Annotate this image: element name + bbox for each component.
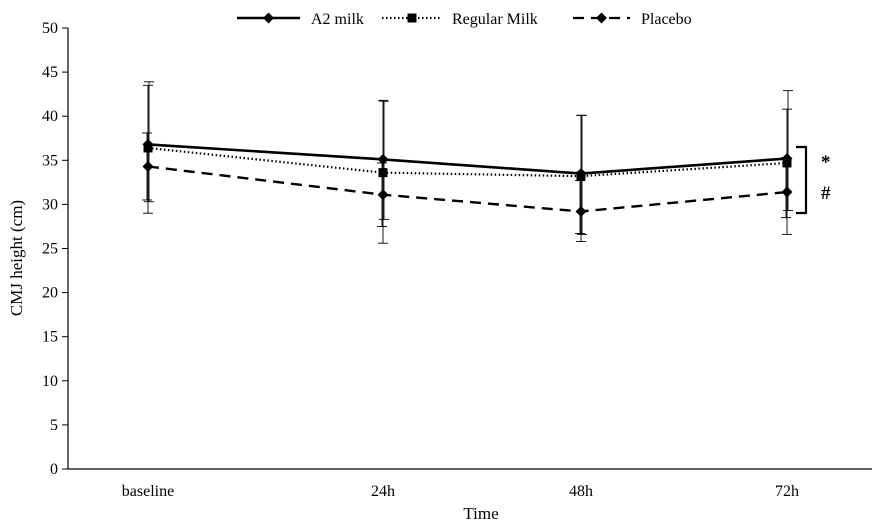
y-tick-label: 40 bbox=[42, 108, 58, 125]
series-markers bbox=[142, 138, 793, 217]
x-tick-label: baseline bbox=[122, 483, 174, 500]
y-tick-label: 5 bbox=[50, 417, 58, 434]
data-point bbox=[576, 171, 586, 181]
x-axis: baseline 24h 48h 72h bbox=[68, 468, 872, 500]
significance-symbol: # bbox=[821, 183, 831, 204]
legend-label: A2 milk bbox=[311, 11, 364, 28]
error-bars bbox=[142, 81, 793, 244]
series-line-2 bbox=[147, 165, 788, 213]
y-tick-label: 15 bbox=[42, 329, 58, 346]
x-axis-title: Time bbox=[463, 504, 498, 523]
significance-annotation: *# bbox=[796, 145, 831, 215]
x-tick-label: 48h bbox=[569, 483, 593, 500]
data-point bbox=[781, 186, 793, 198]
y-tick-label: 25 bbox=[42, 241, 58, 258]
y-axis: 0 5 10 15 20 25 30 35 40 45 50 bbox=[42, 20, 69, 478]
data-point bbox=[377, 153, 389, 165]
legend-swatch-marker bbox=[263, 12, 274, 24]
data-point bbox=[575, 205, 587, 217]
significance-bracket bbox=[796, 145, 808, 215]
y-tick-label: 0 bbox=[50, 461, 58, 478]
data-point bbox=[143, 143, 153, 153]
data-point bbox=[378, 168, 388, 178]
y-tick-label: 50 bbox=[42, 20, 58, 37]
x-tick-label: 24h bbox=[371, 483, 395, 500]
y-tick-label: 45 bbox=[42, 64, 58, 81]
series-lines bbox=[147, 143, 788, 213]
series-line-1 bbox=[147, 146, 788, 178]
legend-swatch-marker bbox=[596, 12, 607, 24]
x-tick-label: 72h bbox=[775, 483, 799, 500]
y-tick-label: 30 bbox=[42, 196, 58, 213]
y-axis-title: CMJ height (cm) bbox=[7, 200, 26, 316]
significance-symbol: * bbox=[821, 152, 831, 173]
series-line-0 bbox=[147, 143, 788, 175]
y-tick-label: 35 bbox=[42, 152, 58, 169]
y-tick-label: 20 bbox=[42, 285, 58, 302]
y-tick-label: 10 bbox=[42, 373, 58, 390]
legend-label: Regular Milk bbox=[452, 11, 538, 28]
data-point bbox=[142, 160, 154, 172]
data-point bbox=[782, 158, 792, 168]
legend-label: Placebo bbox=[641, 11, 692, 28]
data-point bbox=[377, 189, 389, 201]
legend: A2 milk Regular Milk Placebo bbox=[237, 11, 692, 28]
legend-swatch-marker bbox=[407, 13, 417, 23]
